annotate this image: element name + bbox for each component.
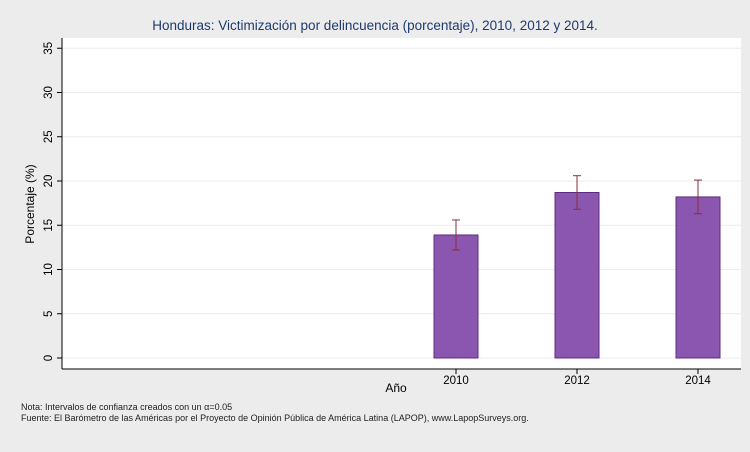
y-tick-label: 25 (43, 130, 55, 143)
y-axis-ticks: 0 5 10 15 20 25 30 35 (43, 42, 62, 361)
gridlines (62, 47, 741, 359)
bar-2010 (433, 234, 479, 359)
error-bars (452, 175, 702, 251)
x-tick-label: 2010 (443, 375, 469, 387)
note-alpha: α (204, 402, 210, 412)
x-axis-title: Año (385, 381, 407, 395)
y-tick-label: 15 (43, 219, 55, 232)
y-tick-label: 10 (43, 263, 55, 276)
confidence-note: Nota: Intervalos de confianza creados co… (21, 402, 232, 412)
x-tick-label: 2012 (564, 375, 590, 387)
y-tick-label: 30 (43, 86, 55, 99)
note-suffix: =0.05 (209, 402, 233, 412)
source-note: Fuente: El Barómetro de las Américas por… (21, 413, 529, 423)
y-tick-label: 35 (43, 42, 55, 55)
y-tick-label: 0 (43, 355, 55, 361)
y-tick-label: 5 (43, 311, 55, 317)
y-tick-label: 20 (43, 175, 55, 188)
chart-title: Honduras: Victimización por delincuencia… (152, 18, 598, 33)
x-tick-label: 2014 (685, 375, 711, 387)
bar-2014 (675, 196, 721, 359)
y-axis-title: Porcentaje (%) (23, 164, 37, 243)
x-axis-ticks: 2010 2012 2014 (443, 369, 711, 387)
note-prefix: Nota: Intervalos de confianza creados co… (21, 402, 205, 412)
plot-area (62, 38, 741, 369)
bars (433, 192, 721, 359)
bar-2012 (554, 192, 600, 359)
